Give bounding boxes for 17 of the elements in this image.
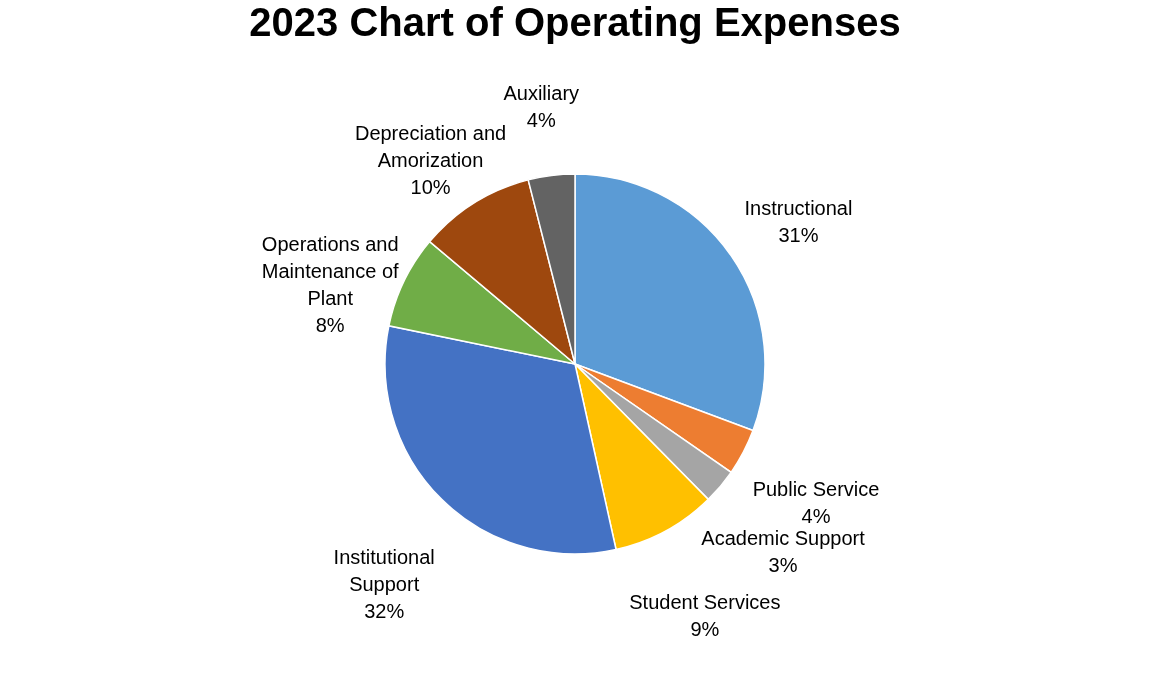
data-label: 32% <box>364 599 405 622</box>
data-label: 4% <box>801 505 831 528</box>
slice-label: Operations and Maintenance of Plant <box>261 233 400 310</box>
slice-label: Public Service <box>752 478 880 501</box>
slice-label: Student Services <box>629 591 781 613</box>
slice-label: Academic Support <box>701 527 866 550</box>
data-label: 9% <box>690 618 720 640</box>
data-label: 31% <box>778 223 819 246</box>
slice-label: Institutional Support <box>333 545 435 595</box>
slice-label: Depreciation and Amorization <box>354 121 507 171</box>
slice-label: Auxiliary <box>503 82 580 105</box>
slice-label: Instructional <box>744 196 853 219</box>
data-label: 8% <box>315 314 345 337</box>
data-label: 3% <box>768 554 798 577</box>
chart-title: 2023 Chart of Operating Expenses <box>249 0 901 45</box>
data-label: 10% <box>410 175 451 198</box>
data-label: 4% <box>526 109 556 132</box>
